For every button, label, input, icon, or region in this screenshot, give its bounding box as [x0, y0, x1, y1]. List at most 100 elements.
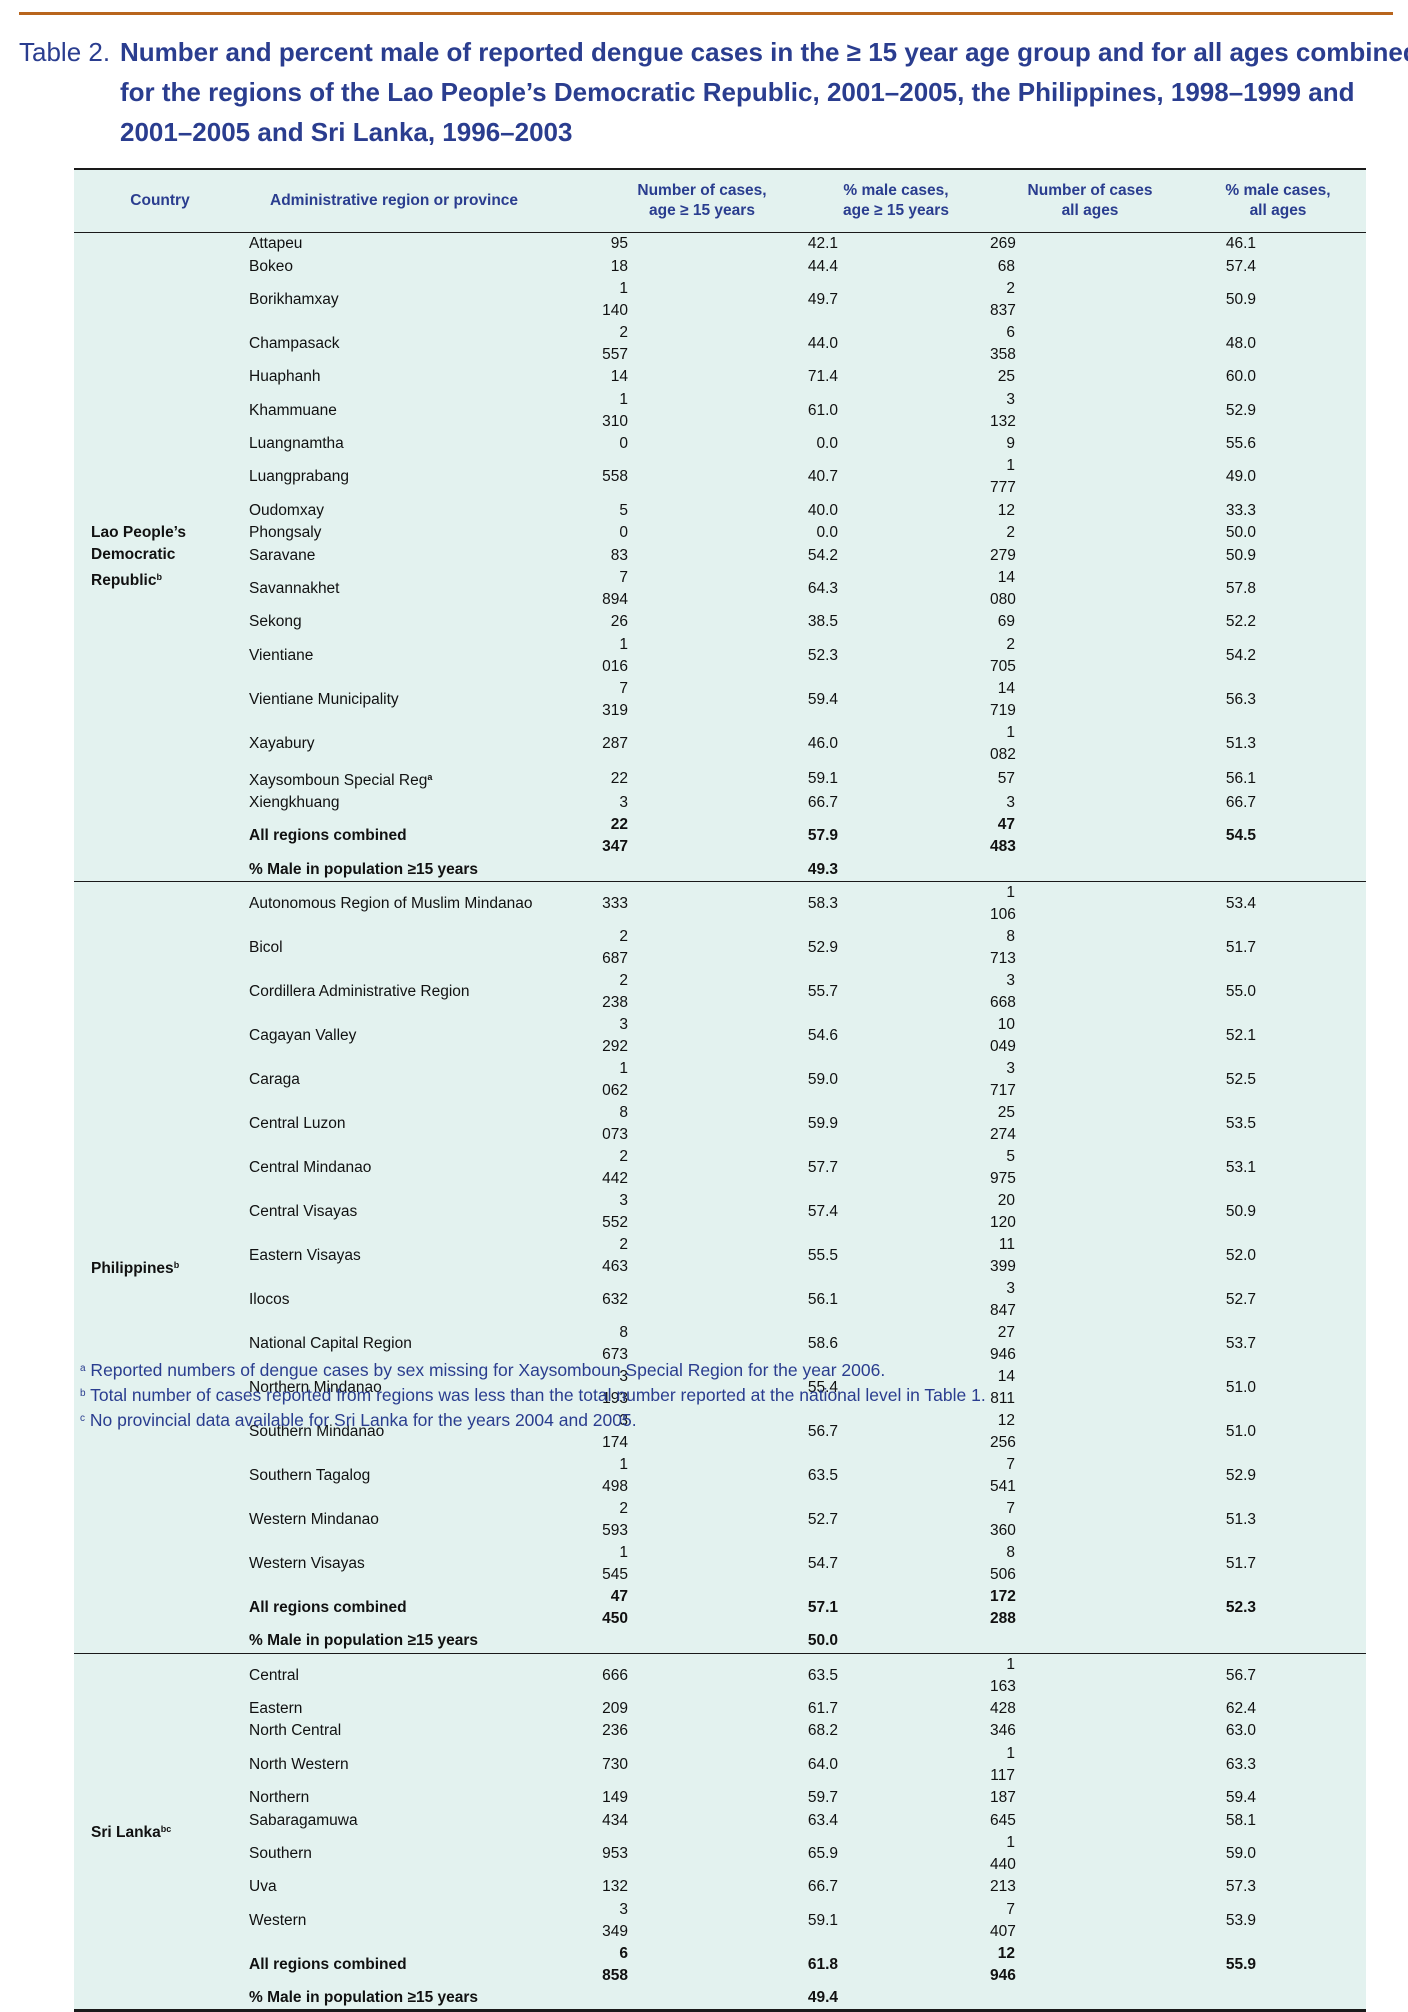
male-pct-all-ages: 51.0	[1225, 1378, 1256, 1396]
table-row: Champasack 2 557 44.0 6 358 48.0	[74, 322, 1366, 366]
region-name: Western Mindanao	[246, 1498, 602, 1542]
cases-age-15: 2 238	[602, 971, 628, 1011]
cases-all-ages: 2	[1006, 524, 1015, 542]
region-label: Vientiane	[249, 646, 314, 664]
male-pct-all-ages: 53.5	[1225, 1114, 1256, 1132]
cases-all-ages: 2 705	[990, 635, 1016, 675]
male-pct-age-15: 42.1	[807, 235, 838, 253]
male-pct-age-15: 59.0	[807, 1070, 838, 1088]
country-group: Philippinesb Autonomous Region of Muslim …	[74, 881, 1366, 1653]
cases-age-15: 2 557	[602, 324, 628, 364]
male-pct-age-15: 52.9	[807, 938, 838, 956]
region-name: Bicol	[246, 926, 602, 970]
region-label: Ilocos	[249, 1290, 290, 1308]
region-name: Xaysomboun Special Rega	[246, 766, 602, 792]
male-pct-all-ages: 60.0	[1225, 368, 1256, 386]
population-male-value: 50.0	[807, 1632, 838, 1650]
country-cell: Philippinesb	[74, 881, 246, 1653]
male-pct-age-15: 0.0	[816, 524, 838, 542]
header-row: Country Administrative region or provinc…	[74, 170, 1366, 233]
male-pct-age-15: 54.7	[807, 1554, 838, 1572]
population-male-row: % Male in population ≥15 years 49.3	[74, 858, 1366, 881]
country-cell: Sri Lankabc	[74, 1653, 246, 2009]
cases-all-ages: 57	[997, 769, 1015, 787]
region-label: Eastern	[249, 1699, 303, 1717]
region-name: Huaphanh	[246, 366, 602, 389]
cases-age-15: 5	[619, 501, 628, 519]
male-pct-all-ages: 33.3	[1225, 501, 1256, 519]
population-male-label: % Male in population ≥15 years	[249, 860, 479, 878]
total-label: All regions combined	[249, 1598, 407, 1616]
table-row: Central Luzon 8 073 59.9 25 274 53.5	[74, 1102, 1366, 1146]
region-name: Ilocos	[246, 1278, 602, 1322]
cases-all-ages: 3 717	[990, 1059, 1016, 1099]
cases-all-ages: 3 847	[990, 1279, 1016, 1319]
cases-age-15: 1 545	[602, 1543, 628, 1583]
table-row: Luangprabang 558 40.7 1 777 49.0	[74, 455, 1366, 499]
cases-all-ages: 1 117	[990, 1744, 1015, 1784]
country-group: Lao People’s Democratic Republicb Attapeu 95…	[74, 233, 1366, 882]
region-name: Phongsaly	[246, 522, 602, 545]
cases-age-15: 149	[602, 1789, 628, 1807]
male-pct-age-15: 57.7	[807, 1158, 838, 1176]
region-name: Southern Tagalog	[246, 1454, 602, 1498]
header-country: Country	[130, 192, 190, 209]
cases-age-15: 14	[610, 368, 628, 386]
total-male-pct-age-15: 61.8	[807, 1955, 838, 1973]
table-row: Xaysomboun Special Rega 22 59.1 57 56.1	[74, 766, 1366, 792]
region-name: Vientiane Municipality	[246, 678, 602, 722]
cases-age-15: 2 442	[602, 1147, 628, 1187]
country-group: Sri Lankabc Central 666 63.5 1 163 56.7 Easter…	[74, 1653, 1366, 2009]
total-cases-all-ages: 172 288	[990, 1587, 1016, 1627]
table-row: Lao People’s Democratic Republicb Attapeu 95…	[74, 233, 1366, 589]
empty-cell	[602, 858, 802, 881]
table-row: Xayabury 287 46.0 1 082 51.3	[74, 722, 1366, 766]
cases-all-ages: 10 049	[990, 1015, 1016, 1055]
region-name: Champasack	[246, 322, 602, 366]
cases-age-15: 0	[619, 435, 628, 453]
cases-all-ages: 1 163	[990, 1655, 1016, 1695]
region-name: Khammuane	[246, 389, 602, 433]
male-pct-age-15: 66.7	[807, 794, 838, 812]
region-name: Xiengkhuang	[246, 792, 602, 815]
cases-all-ages: 2 837	[990, 280, 1016, 320]
empty-cell	[990, 1630, 1190, 1653]
cases-age-15: 132	[602, 1878, 628, 1896]
cases-age-15: 3	[619, 794, 628, 812]
male-pct-all-ages: 57.4	[1225, 257, 1256, 275]
total-row: All regions combined 6 858 61.8 12 946 55.9	[74, 1943, 1366, 1987]
table-row: Phongsaly 0 0.0 2 50.0	[74, 522, 1366, 545]
table-row: Bokeo 18 44.4 68 57.4	[74, 256, 1366, 279]
table-row: Savannakhet 7 894 64.3 14 080 57.8	[74, 567, 1366, 611]
cases-all-ages: 7 407	[990, 1900, 1016, 1940]
male-pct-all-ages: 51.7	[1225, 938, 1256, 956]
cases-all-ages: 187	[990, 1789, 1016, 1807]
male-pct-all-ages: 59.0	[1225, 1844, 1256, 1862]
footnote-text: No provincial data available for Sri Lan…	[85, 1410, 637, 1430]
region-label: North Central	[249, 1722, 342, 1740]
male-pct-age-15: 55.5	[807, 1246, 838, 1264]
male-pct-age-15: 54.6	[807, 1026, 838, 1044]
male-pct-all-ages: 51.3	[1225, 734, 1256, 752]
male-pct-all-ages: 62.4	[1225, 1699, 1256, 1717]
male-pct-all-ages: 48.0	[1225, 335, 1256, 353]
empty-cell	[1190, 858, 1366, 881]
cases-all-ages: 1 106	[990, 883, 1016, 923]
cases-age-15: 1 498	[602, 1455, 628, 1495]
cases-age-15: 3 552	[602, 1191, 628, 1231]
total-row: All regions combined 22 347 57.9 47 483 54.5	[74, 814, 1366, 858]
male-pct-age-15: 59.4	[807, 690, 838, 708]
cases-all-ages: 3 132	[990, 390, 1016, 430]
cases-all-ages: 8 713	[990, 927, 1016, 967]
footnote-mark: b	[80, 1388, 86, 1399]
region-label: Phongsaly	[249, 524, 322, 542]
cases-age-15: 434	[602, 1811, 628, 1829]
region-label: Bicol	[249, 938, 283, 956]
footnote-text: Reported numbers of dengue cases by sex …	[85, 1360, 886, 1380]
male-pct-age-15: 61.7	[807, 1699, 838, 1717]
region-name: Borikhamxay	[246, 278, 602, 322]
male-pct-all-ages: 55.0	[1225, 982, 1256, 1000]
region-name: Central Visayas	[246, 1190, 602, 1234]
total-male-pct-all-ages: 52.3	[1225, 1598, 1256, 1616]
country-cell: Lao People’s Democratic Republicb	[74, 233, 246, 882]
